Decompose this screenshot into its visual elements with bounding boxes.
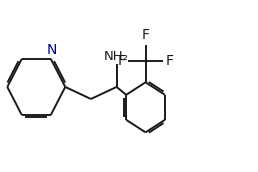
Text: N: N xyxy=(46,43,57,57)
Text: F: F xyxy=(166,54,174,68)
Text: F: F xyxy=(117,54,125,68)
Text: NH₂: NH₂ xyxy=(104,50,129,63)
Text: F: F xyxy=(142,28,150,42)
